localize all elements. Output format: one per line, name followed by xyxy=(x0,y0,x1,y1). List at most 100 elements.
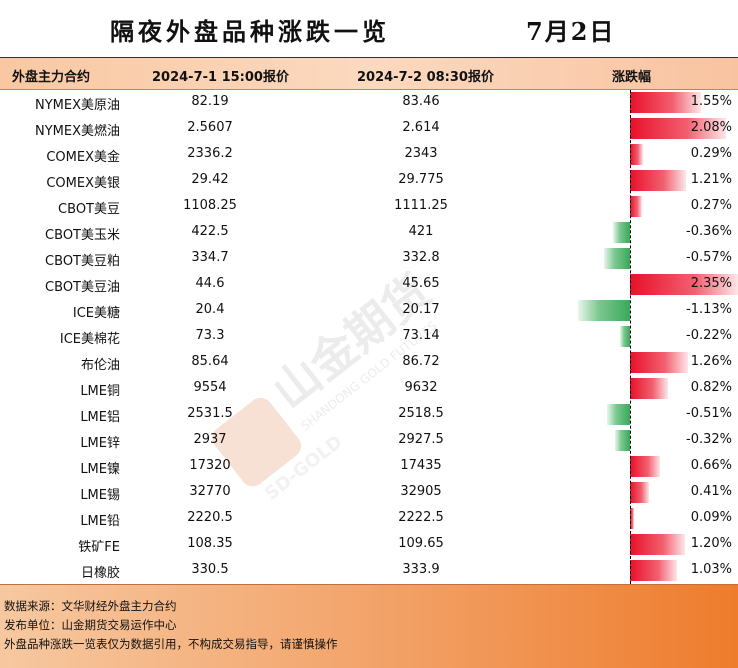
table-row: LME铜 9554 9632 0.82% xyxy=(0,376,738,402)
table-body: NYMEX美原油 82.19 83.46 1.55% NYMEX美燃油 2.5607 2.6… xyxy=(0,90,738,584)
table-row: NYMEX美燃油 2.5607 2.614 2.08% xyxy=(0,116,738,142)
table-row: CBOT美豆 1108.25 1111.25 0.27% xyxy=(0,194,738,220)
contract-name: 铁矿FE xyxy=(78,540,120,555)
prev-price: 20.4 xyxy=(195,302,225,317)
contract-name: COMEX美银 xyxy=(46,176,120,191)
footer-disclaimer: 外盘品种涨跌一览表仅为数据引用，不构成交易指导，请谨慎操作 xyxy=(4,637,338,651)
table-header: 外盘主力合约 2024-7-1 15:00报价 2024-7-2 08:30报价… xyxy=(0,58,738,90)
prev-price: 17320 xyxy=(189,458,231,473)
change-percent: -0.57% xyxy=(686,250,732,265)
change-percent: -0.32% xyxy=(686,432,732,447)
curr-price: 421 xyxy=(408,224,434,239)
change-percent: 0.27% xyxy=(690,198,732,213)
curr-price: 20.17 xyxy=(402,302,440,317)
prev-price: 2531.5 xyxy=(187,406,233,421)
contract-name: LME镍 xyxy=(80,462,120,477)
change-bar xyxy=(619,326,630,347)
table-row: LME铝 2531.5 2518.5 -0.51% xyxy=(0,402,738,428)
change-percent: -0.36% xyxy=(686,224,732,239)
change-percent: 1.26% xyxy=(690,354,732,369)
prev-price: 9554 xyxy=(193,380,227,395)
curr-price: 86.72 xyxy=(402,354,440,369)
change-percent: 2.35% xyxy=(690,276,732,291)
prev-price: 2937 xyxy=(193,432,227,447)
curr-price: 332.8 xyxy=(402,250,440,265)
prev-price: 82.19 xyxy=(191,94,229,109)
contract-name: CBOT美豆油 xyxy=(45,280,120,295)
contract-name: LME铅 xyxy=(80,514,120,529)
change-percent: 2.08% xyxy=(690,120,732,135)
footer: 数据来源：文华财经外盘主力合约 发布单位：山金期货交易运作中心 外盘品种涨跌一览… xyxy=(0,584,738,668)
table-row: NYMEX美原油 82.19 83.46 1.55% xyxy=(0,90,738,116)
curr-price: 1111.25 xyxy=(394,198,448,213)
footer-publisher: 发布单位：山金期货交易运作中心 xyxy=(4,618,177,632)
curr-price: 2927.5 xyxy=(398,432,444,447)
contract-name: ICE美糖 xyxy=(72,306,120,321)
change-percent: -0.51% xyxy=(686,406,732,421)
prev-price: 44.6 xyxy=(195,276,225,291)
contract-name: NYMEX美燃油 xyxy=(34,124,120,139)
table-row: LME铅 2220.5 2222.5 0.09% xyxy=(0,506,738,532)
change-bar xyxy=(630,144,644,165)
prev-price: 334.7 xyxy=(191,250,229,265)
prev-price: 2336.2 xyxy=(187,146,233,161)
prev-price: 2220.5 xyxy=(187,510,233,525)
contract-name: NYMEX美原油 xyxy=(34,98,120,113)
curr-price: 73.14 xyxy=(402,328,440,343)
curr-price: 2.614 xyxy=(402,120,440,135)
curr-price: 333.9 xyxy=(402,562,440,577)
table-row: COMEX美金 2336.2 2343 0.29% xyxy=(0,142,738,168)
curr-price: 2518.5 xyxy=(398,406,444,421)
prev-price: 330.5 xyxy=(191,562,229,577)
change-bar xyxy=(613,222,630,243)
change-bar xyxy=(630,560,678,581)
header-change: 涨跌幅 xyxy=(612,70,652,85)
prev-price: 85.64 xyxy=(191,354,229,369)
change-bar xyxy=(630,118,726,139)
table-row: CBOT美豆油 44.6 45.65 2.35% xyxy=(0,272,738,298)
report-date: 7月2日 xyxy=(526,17,616,46)
change-percent: -0.22% xyxy=(686,328,732,343)
table-row: 铁矿FE 108.35 109.65 1.20% xyxy=(0,532,738,558)
prev-price: 29.42 xyxy=(191,172,229,187)
contract-name: LME铝 xyxy=(80,410,120,425)
prev-price: 1108.25 xyxy=(183,198,237,213)
change-bar xyxy=(630,352,688,373)
contract-name: 日橡胶 xyxy=(80,566,120,581)
table-row: 日橡胶 330.5 333.9 1.03% xyxy=(0,558,738,584)
table-row: LME锡 32770 32905 0.41% xyxy=(0,480,738,506)
contract-name: CBOT美豆粕 xyxy=(45,254,120,269)
curr-price: 109.65 xyxy=(398,536,444,551)
header-prev-price: 2024-7-1 15:00报价 xyxy=(152,70,289,85)
change-percent: 0.09% xyxy=(690,510,732,525)
table-row: ICE美棉花 73.3 73.14 -0.22% xyxy=(0,324,738,350)
contract-name: COMEX美金 xyxy=(46,150,120,165)
contract-name: CBOT美玉米 xyxy=(45,228,120,243)
curr-price: 32905 xyxy=(400,484,442,499)
change-bar xyxy=(630,508,635,529)
curr-price: 9632 xyxy=(404,380,438,395)
title-row: 隔夜外盘品种涨跌一览 7月2日 xyxy=(0,0,738,58)
header-curr-price: 2024-7-2 08:30报价 xyxy=(357,70,494,85)
curr-price: 83.46 xyxy=(402,94,440,109)
change-bar xyxy=(615,430,630,451)
change-bar xyxy=(606,404,630,425)
table-row: LME锌 2937 2927.5 -0.32% xyxy=(0,428,738,454)
prev-price: 32770 xyxy=(189,484,231,499)
curr-price: 2343 xyxy=(404,146,438,161)
change-bar xyxy=(630,170,686,191)
change-percent: 1.20% xyxy=(690,536,732,551)
table-row: CBOT美玉米 422.5 421 -0.36% xyxy=(0,220,738,246)
prev-price: 73.3 xyxy=(195,328,225,343)
change-percent: -1.13% xyxy=(686,302,732,317)
table-row: COMEX美银 29.42 29.775 1.21% xyxy=(0,168,738,194)
zero-axis xyxy=(630,90,631,584)
curr-price: 2222.5 xyxy=(398,510,444,525)
change-percent: 1.03% xyxy=(690,562,732,577)
change-bar xyxy=(578,300,630,321)
change-bar xyxy=(630,482,649,503)
contract-name: LME铜 xyxy=(80,384,120,399)
change-bar xyxy=(630,196,643,217)
change-bar xyxy=(630,456,661,477)
